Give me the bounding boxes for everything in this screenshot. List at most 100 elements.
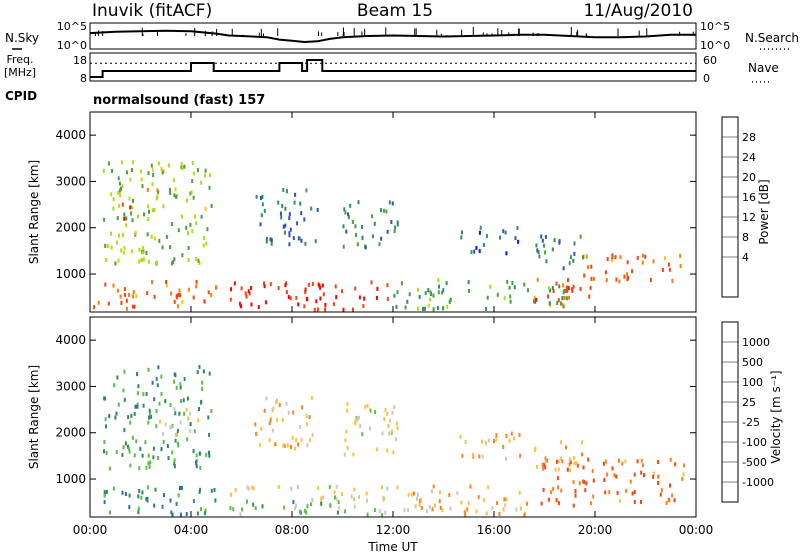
range-time-cell [448,299,451,304]
range-time-cell [336,510,339,515]
range-time-cell [416,306,419,311]
range-time-cell [316,208,319,212]
range-time-cell [545,259,548,264]
range-time-cell [104,282,107,287]
range-time-cell [396,290,399,295]
range-time-cell [238,301,241,306]
range-time-cell [200,180,203,185]
range-time-cell [173,461,176,466]
range-time-cell [105,258,108,263]
range-time-cell [123,397,126,402]
range-time-cell [487,438,490,443]
range-time-cell [557,467,560,472]
range-time-cell [195,459,198,464]
range-time-cell [170,291,173,296]
range-time-cell [263,284,266,289]
range-time-cell [493,439,495,443]
range-time-cell [178,411,181,416]
range-time-cell [503,296,506,301]
range-time-cell [418,499,421,503]
range-time-cell [162,432,165,436]
range-time-cell [572,480,575,485]
range-time-cell [544,250,547,255]
range-time-cell [310,206,313,211]
range-time-cell [649,278,652,282]
range-time-cell [136,372,139,377]
range-time-cell [130,211,133,216]
range-time-cell [117,402,120,407]
range-time-cell [551,286,554,290]
range-time-cell [486,295,489,300]
range-time-cell [536,277,539,282]
range-time-cell [139,169,142,174]
range-time-cell [508,285,511,290]
range-time-cell [604,490,607,495]
range-time-cell [353,487,356,492]
range-time-cell [239,512,242,517]
velocity-colorbar: 1000 500 100 25 -25 -100 -500 -1000 [721,321,774,503]
range-time-cell [306,297,309,302]
range-time-cell [574,493,577,498]
range-time-cell [153,236,156,241]
range-time-cell [393,293,396,298]
range-time-cell [118,181,121,186]
range-time-cell [121,202,124,207]
range-time-cell [626,272,629,277]
range-time-cell [149,460,152,465]
range-time-cell [151,167,154,172]
range-time-cell [122,250,125,255]
range-time-cell [592,478,595,483]
range-time-cell [123,287,126,292]
range-time-cell [541,462,544,467]
noise-right-tick-bottom: 10^0 [700,39,730,52]
range-time-cell [176,295,179,300]
range-time-cell [588,294,591,299]
range-time-cell [125,306,128,311]
range-time-cell [193,429,196,434]
range-time-cell [567,295,570,300]
range-time-cell [322,292,325,297]
range-time-cell [287,410,290,415]
range-time-cell [105,489,108,494]
range-time-cell [127,446,130,451]
range-time-cell [361,225,364,229]
range-time-cell [272,406,275,411]
range-time-cell [439,505,442,510]
range-time-cell [161,245,164,250]
range-time-cell [142,403,145,408]
range-time-cell [479,225,482,230]
y-tick-label: 4000 [55,333,86,347]
range-time-cell [284,206,287,211]
range-time-cell [283,443,286,448]
range-time-cell [344,438,347,443]
range-time-cell [110,245,113,250]
range-time-cell [125,216,128,221]
range-time-cell [386,486,389,491]
range-time-cell [316,307,319,312]
range-time-cell [145,250,148,255]
range-time-cell [294,506,296,511]
range-time-cell [358,295,361,300]
range-time-cell [169,245,172,249]
range-time-cell [151,182,154,187]
range-time-cell [385,209,388,214]
range-time-cell [109,510,111,515]
range-time-cell [603,478,606,482]
range-time-cell [189,222,192,227]
colorbar-tick-label: 16 [742,191,756,204]
range-time-cell [147,259,150,264]
range-time-cell [565,445,567,450]
range-time-cell [366,403,369,408]
range-time-cell [179,485,182,490]
range-time-cell [623,274,626,279]
range-time-cell [590,501,593,506]
range-time-cell [270,238,273,243]
range-time-cell [155,196,158,201]
range-time-cell [191,161,194,165]
freq-left-unit: [MHz] [4,66,36,79]
range-time-cell [446,304,449,309]
range-time-cell [93,305,96,310]
range-time-cell [428,504,431,509]
range-time-cell [120,160,123,165]
range-time-cell [629,479,632,484]
